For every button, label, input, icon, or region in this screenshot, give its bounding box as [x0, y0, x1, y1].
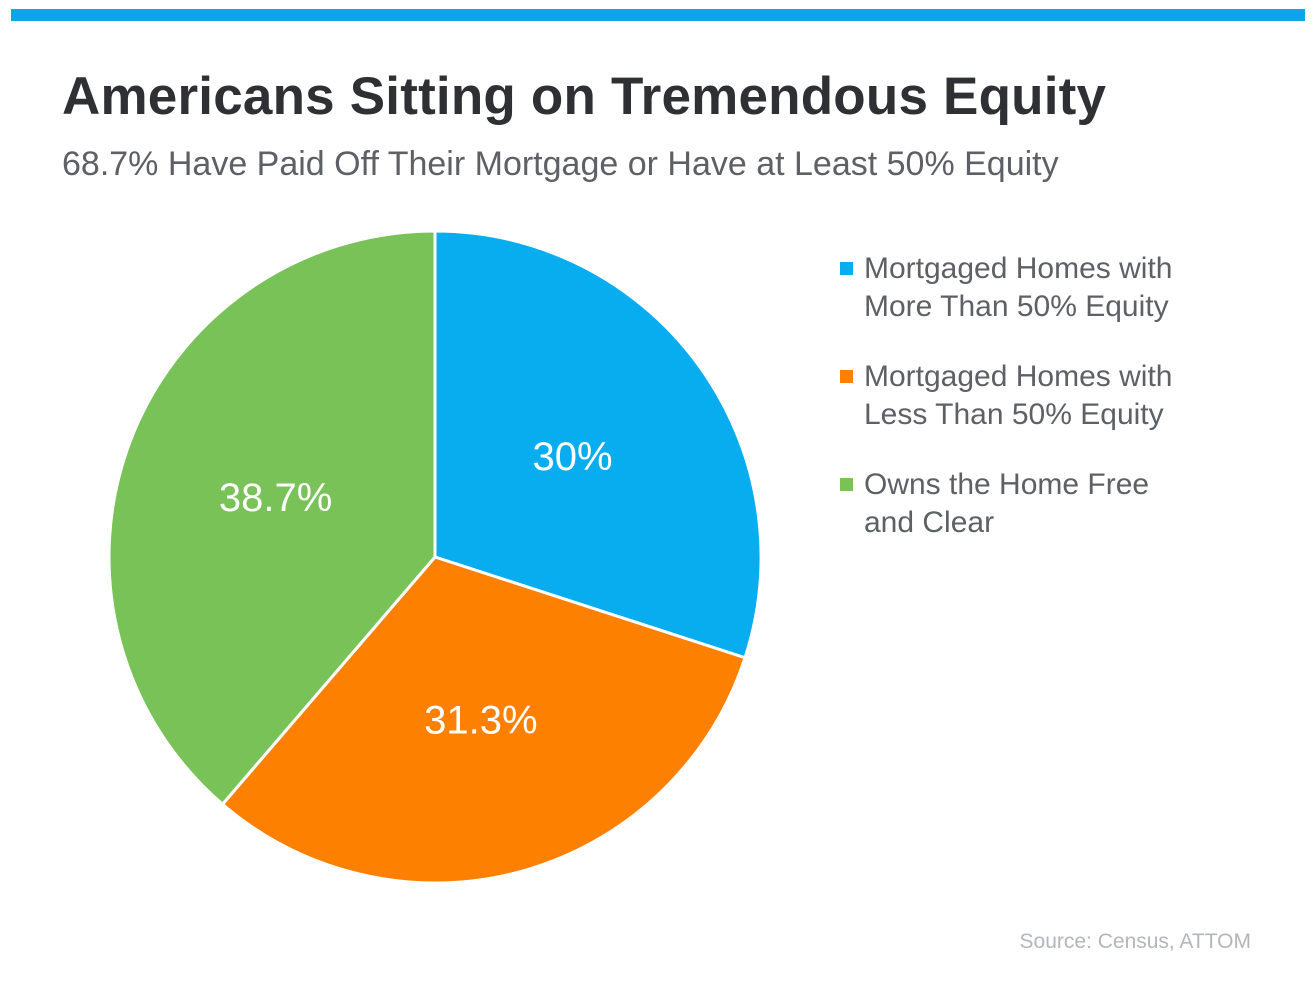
legend-item-more-than-50: Mortgaged Homes with More Than 50% Equit… — [838, 250, 1258, 326]
legend-label-more-than-50: Mortgaged Homes with More Than 50% Equit… — [864, 252, 1173, 323]
page-title: Americans Sitting on Tremendous Equity — [62, 67, 1107, 126]
slice-label-free-and-clear: 38.7% — [219, 476, 332, 520]
legend-item-free-and-clear: Owns the Home Free and Clear — [838, 466, 1258, 542]
page-subtitle: 68.7% Have Paid Off Their Mortgage or Ha… — [62, 145, 1059, 183]
source-note: Source: Census, ATTOM — [1019, 930, 1251, 953]
chart-legend: Mortgaged Homes with More Than 50% Equit… — [838, 250, 1258, 574]
legend-label-less-than-50: Mortgaged Homes with Less Than 50% Equit… — [864, 360, 1173, 431]
legend-item-less-than-50: Mortgaged Homes with Less Than 50% Equit… — [838, 358, 1258, 434]
legend-swatch-less-than-50 — [840, 370, 853, 383]
legend-swatch-free-and-clear — [840, 478, 853, 491]
legend-label-free-and-clear: Owns the Home Free and Clear — [864, 468, 1150, 539]
pie-slice-less-than-50 — [221, 555, 747, 885]
slice-label-more-than-50: 30% — [533, 435, 613, 479]
pie-slice-more-than-50 — [433, 229, 763, 660]
top-accent-bar — [11, 9, 1305, 21]
legend-swatch-more-than-50 — [840, 262, 853, 275]
slice-label-less-than-50: 31.3% — [424, 699, 537, 743]
pie-slice-free-and-clear — [107, 229, 437, 806]
